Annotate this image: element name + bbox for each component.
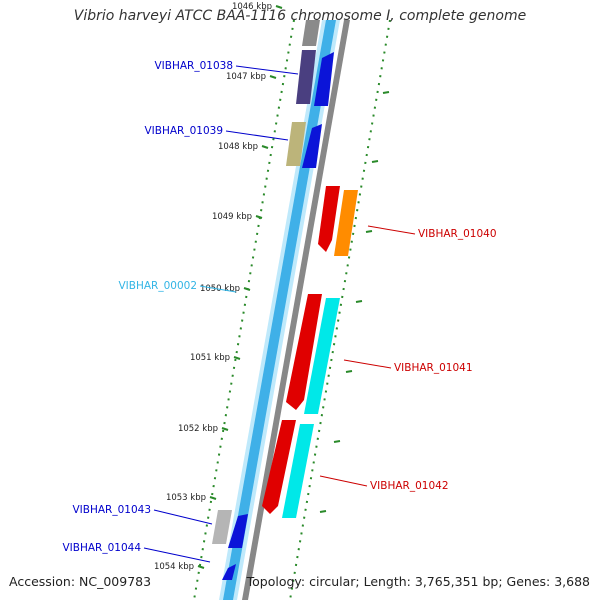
tick-mark: [209, 496, 217, 500]
tick-mark: [243, 287, 251, 291]
gene-label-vibhar-01042[interactable]: VIBHAR_01042: [370, 480, 449, 492]
tick-mark-outer: [382, 91, 390, 94]
tick-mark: [197, 565, 205, 569]
tick-mark: [269, 75, 277, 79]
label-leader-line: [199, 285, 237, 293]
tick-label: 1048 kbp: [218, 142, 258, 152]
gene-label-vibhar-00002[interactable]: VIBHAR_00002: [118, 280, 197, 292]
tick-mark-outer: [355, 300, 363, 303]
tick-label: 1049 kbp: [212, 212, 252, 222]
tick-mark: [233, 356, 241, 360]
gene-label-vibhar-01043[interactable]: VIBHAR_01043: [72, 504, 151, 516]
gene-label-vibhar-01038[interactable]: VIBHAR_01038: [154, 60, 233, 72]
tick-mark-outer: [345, 370, 353, 373]
map-title: Vibrio harveyi ATCC BAA-1116 chromosome …: [73, 8, 527, 24]
label-leader-line: [235, 65, 299, 75]
tick-mark: [275, 5, 283, 9]
tick-label: 1051 kbp: [190, 353, 230, 363]
tick-label: 1046 kbp: [232, 2, 272, 12]
label-leader-line: [367, 225, 416, 235]
tick-mark: [261, 145, 269, 149]
gene-block-01044-arrow: [222, 564, 236, 580]
tick-mark-outer: [333, 440, 341, 443]
gene-block-01038-arrow: [314, 52, 334, 106]
label-leader-line: [153, 509, 213, 525]
backbone-gray-track: [242, 20, 350, 600]
tick-mark: [255, 215, 263, 219]
tick-label: 1054 kbp: [154, 562, 194, 572]
gene-block-01043-arrow: [228, 514, 248, 548]
gene-block-01042-cyan: [282, 424, 314, 518]
label-leader-line: [143, 547, 211, 563]
gene-block-gray-top: [302, 20, 320, 46]
label-leader-line: [343, 359, 392, 369]
gene-block-01039-arrow: [302, 124, 322, 168]
gene-label-vibhar-01041[interactable]: VIBHAR_01041: [394, 362, 473, 374]
topology-text: Topology: circular; Length: 3,765,351 bp…: [246, 574, 590, 589]
gene-blocks: [212, 20, 358, 580]
accession-text: Accession: NC_009783: [9, 574, 152, 589]
tick-mark: [221, 427, 229, 431]
tick-label: 1053 kbp: [166, 493, 206, 503]
gene-block-01040-orange: [334, 190, 358, 256]
label-leaders: [143, 65, 416, 563]
gene-block-01040-red: [318, 186, 340, 252]
gene-block-01039: [286, 122, 306, 166]
tick-mark-outer: [319, 510, 327, 513]
label-leader-line: [225, 130, 289, 141]
tick-label: 1047 kbp: [226, 72, 266, 82]
gene-block-01042-red: [262, 420, 296, 514]
gene-block-01043: [212, 510, 232, 544]
tick-mark-outer: [365, 230, 373, 233]
gene-block-01041-cyan: [304, 298, 340, 414]
tick-label: 1052 kbp: [178, 424, 218, 434]
gene-block-01038: [296, 50, 316, 104]
gene-label-vibhar-01044[interactable]: VIBHAR_01044: [62, 542, 141, 554]
gene-labels: VIBHAR_01038 VIBHAR_01039 VIBHAR_00002 VIBH…: [62, 60, 496, 554]
gene-block-01041-red: [286, 294, 322, 410]
tick-mark-outer: [371, 160, 379, 163]
gene-label-vibhar-01040[interactable]: VIBHAR_01040: [418, 228, 497, 240]
label-leader-line: [319, 475, 368, 487]
gene-label-vibhar-01039[interactable]: VIBHAR_01039: [144, 125, 223, 137]
